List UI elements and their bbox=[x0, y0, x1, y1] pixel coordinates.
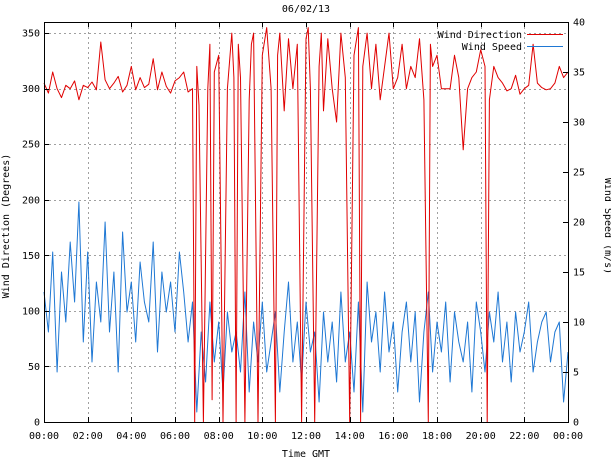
y-right-tick-label: 10 bbox=[573, 318, 585, 329]
y-right-tick-label: 5 bbox=[573, 368, 579, 379]
x-tick-label: 20:00 bbox=[466, 431, 496, 442]
x-tick-label: 14:00 bbox=[335, 431, 365, 442]
axis-ticks: 00:00 02:00 04:00 06:00 08:00 10:00 12:00 14:00… bbox=[22, 18, 585, 443]
y-left-tick-label: 50 bbox=[28, 362, 40, 373]
x-tick-label: 02:00 bbox=[73, 431, 103, 442]
x-tick-label: 22:00 bbox=[509, 431, 539, 442]
y-left-tick-label: 350 bbox=[22, 29, 40, 40]
y-left-tick-label: 0 bbox=[34, 418, 40, 429]
y-left-tick-label: 200 bbox=[22, 195, 40, 206]
y-right-tick-label: 15 bbox=[573, 268, 585, 279]
y-right-tick-label: 20 bbox=[573, 218, 585, 229]
y-axis-left-label: Wind Direction (Degrees) bbox=[1, 154, 12, 299]
x-tick-label: 18:00 bbox=[422, 431, 452, 442]
x-axis-label: Time GMT bbox=[282, 449, 330, 459]
series-line-wind-speed bbox=[43, 201, 569, 413]
y-left-tick-label: 150 bbox=[22, 251, 40, 262]
y-left-tick-label: 300 bbox=[22, 84, 40, 95]
x-tick-label: 04:00 bbox=[116, 431, 146, 442]
x-tick-label: 00:00 bbox=[553, 431, 583, 442]
y-right-tick-label: 30 bbox=[573, 118, 585, 129]
y-left-tick-label: 250 bbox=[22, 140, 40, 151]
x-tick-label: 08:00 bbox=[204, 431, 234, 442]
x-tick-label: 06:00 bbox=[160, 431, 190, 442]
y-axis-right-label: Wind Speed (m/s) bbox=[602, 178, 611, 274]
x-tick-label: 16:00 bbox=[378, 431, 408, 442]
x-tick-label: 10:00 bbox=[247, 431, 277, 442]
y-right-tick-label: 25 bbox=[573, 168, 585, 179]
y-right-tick-label: 0 bbox=[573, 418, 579, 429]
legend-label-wind-speed: Wind Speed bbox=[462, 42, 522, 53]
x-tick-label: 00:00 bbox=[29, 431, 59, 442]
y-right-tick-label: 35 bbox=[573, 68, 585, 79]
y-right-tick-label: 40 bbox=[573, 18, 585, 29]
legend: Wind Direction Wind Speed bbox=[438, 30, 563, 53]
chart-title: 06/02/13 bbox=[282, 4, 330, 15]
legend-label-wind-direction: Wind Direction bbox=[438, 30, 522, 41]
y-left-tick-label: 100 bbox=[22, 306, 40, 317]
x-tick-label: 12:00 bbox=[291, 431, 321, 442]
